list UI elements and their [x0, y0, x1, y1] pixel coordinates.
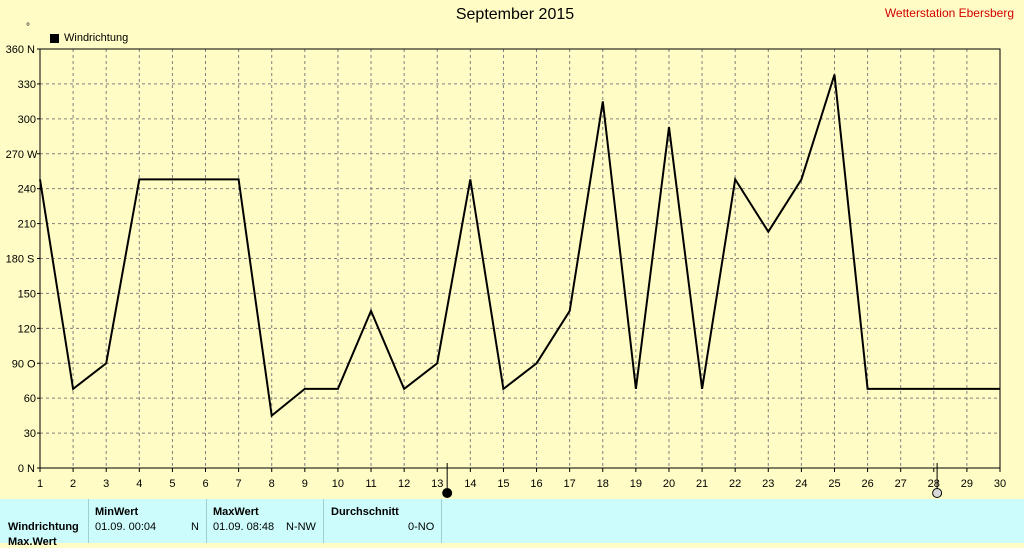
- time-marker-start-handle[interactable]: [442, 488, 453, 498]
- max-direction: N-NW: [286, 521, 316, 533]
- plot-border: [39, 48, 1001, 469]
- avg-value: 0-NO: [408, 521, 435, 533]
- axes: [37, 48, 1001, 472]
- x-tick-labels: 1 2 3 4 5 6 7 8 9 10 11 12 13 14 15 16 17 18 19 20 21 22 23 24 2…: [37, 478, 1006, 490]
- x-tick-label: 8: [269, 478, 275, 490]
- x-tick-label: 1: [37, 478, 43, 490]
- y-tick-label: 150: [18, 288, 36, 300]
- y-tick-label: 330: [18, 79, 36, 91]
- y-direction-label: W: [27, 149, 38, 161]
- x-tick-label: 19: [630, 478, 642, 490]
- station-name: Wetterstation Ebersberg: [884, 6, 1014, 20]
- stats-row-label: Windrichtung: [8, 521, 79, 533]
- min-datetime: 01.09. 00:04: [95, 521, 157, 533]
- avg-header: Durchschnitt: [331, 506, 399, 518]
- y-tick-label: 240: [18, 184, 36, 196]
- x-tick-label: 16: [530, 478, 542, 490]
- x-tick-label: 5: [169, 478, 175, 490]
- x-tick-label: 3: [103, 478, 109, 490]
- x-tick-label: 18: [597, 478, 609, 490]
- x-tick-label: 30: [994, 478, 1006, 490]
- y-direction-label: O: [27, 358, 36, 370]
- x-tick-label: 24: [795, 478, 807, 490]
- x-tick-label: 4: [136, 478, 142, 490]
- chart-title: September 2015: [455, 6, 575, 23]
- y-tick-label: 210: [18, 219, 36, 231]
- y-tick-label: 270: [6, 149, 24, 161]
- y-tick-label: 360: [6, 44, 24, 56]
- time-marker-end-handle[interactable]: [932, 488, 943, 498]
- series-line-windrichtung: [39, 74, 1000, 418]
- max-header: MaxWert: [213, 506, 259, 518]
- y-direction-label: N: [27, 44, 35, 56]
- stats-avg-cell: Durchschnitt 0-NO: [324, 499, 442, 543]
- stats-min-cell: MinWert 01.09. 00:04 N: [89, 499, 207, 543]
- x-tick-label: 25: [828, 478, 840, 490]
- stats-row-label-2: Max.Wert: [8, 536, 57, 548]
- stats-max-cell: MaxWert 01.09. 08:48 N-NW: [207, 499, 324, 543]
- x-tick-label: 13: [431, 478, 443, 490]
- max-datetime: 01.09. 08:48: [213, 521, 275, 533]
- stats-label-cell: Windrichtung Max.Wert: [0, 499, 89, 548]
- x-tick-label: 7: [236, 478, 242, 490]
- y-tick-label: 30: [24, 428, 36, 440]
- y-tick-label: 300: [18, 114, 36, 126]
- x-tick-label: 26: [861, 478, 873, 490]
- x-tick-label: 21: [696, 478, 708, 490]
- x-tick-label: 2: [70, 478, 76, 490]
- legend-label: Windrichtung: [64, 32, 129, 44]
- x-tick-label: 14: [464, 478, 476, 490]
- x-tick-label: 6: [202, 478, 208, 490]
- x-tick-label: 17: [564, 478, 576, 490]
- y-tick-label: 60: [24, 393, 36, 405]
- x-tick-label: 27: [895, 478, 907, 490]
- x-tick-label: 29: [961, 478, 973, 490]
- y-tick-label: 120: [18, 323, 36, 335]
- x-tick-label: 22: [729, 478, 741, 490]
- y-direction-label: S: [27, 254, 34, 266]
- x-tick-label: 23: [762, 478, 774, 490]
- y-tick-label: 90: [12, 358, 24, 370]
- legend: Windrichtung: [50, 32, 128, 44]
- min-direction: N: [191, 521, 199, 533]
- x-tick-label: 10: [332, 478, 344, 490]
- x-tick-label: 9: [302, 478, 308, 490]
- legend-swatch: [50, 33, 59, 43]
- x-tick-label: 20: [663, 478, 675, 490]
- y-tick-label: 0: [18, 463, 24, 475]
- y-tick-label: 180: [6, 254, 24, 266]
- grid-lines: [40, 48, 1000, 468]
- x-tick-label: 11: [365, 478, 376, 490]
- y-unit-symbol: °: [26, 22, 30, 33]
- x-tick-label: 15: [497, 478, 509, 490]
- y-direction-label: N: [27, 463, 35, 475]
- x-tick-label: 12: [398, 478, 410, 490]
- time-markers[interactable]: [442, 463, 943, 498]
- min-header: MinWert: [95, 506, 139, 518]
- stats-panel: Windrichtung Max.Wert MinWert 01.09. 00:…: [0, 499, 1024, 548]
